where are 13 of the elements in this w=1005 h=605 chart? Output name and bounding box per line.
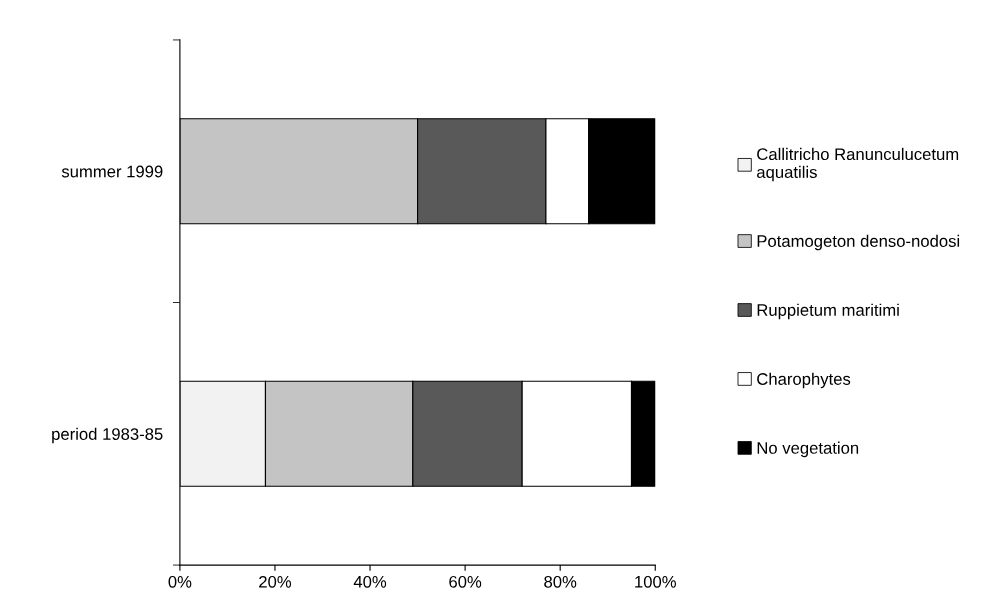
legend-label: Ruppietum maritimi (757, 303, 899, 320)
legend-label: Potamogeton denso-nodosi (757, 234, 960, 251)
y-tick-label: summer 1999 (61, 165, 163, 178)
x-tick-label: 80% (544, 575, 577, 588)
x-tick-label: 100% (635, 575, 676, 588)
legend-label: Callitricho Ranunculucetum aquatilis (757, 147, 959, 182)
legend-label: Charophytes (757, 372, 851, 389)
legend-label: No vegetation (757, 441, 859, 458)
x-tick-label: 0% (168, 575, 192, 588)
x-tick-label: 60% (449, 575, 482, 588)
x-tick-label: 20% (259, 575, 292, 588)
x-tick-label: 40% (353, 575, 387, 588)
y-tick-label: period 1983-85 (52, 427, 163, 444)
